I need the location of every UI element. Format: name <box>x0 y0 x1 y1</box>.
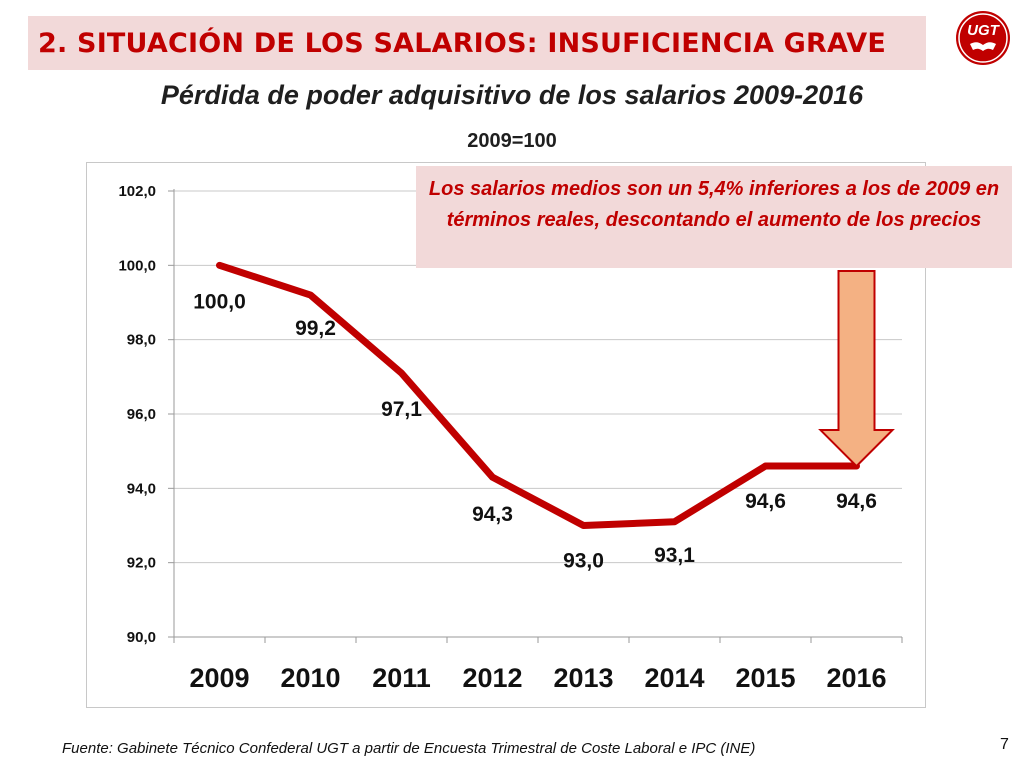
base-year-label: 2009=100 <box>467 130 557 152</box>
data-label: 93,1 <box>654 544 695 567</box>
y-tick-label: 92,0 <box>127 555 156 572</box>
x-tick-label: 2014 <box>644 663 704 693</box>
down-arrow <box>818 270 895 468</box>
x-tick-label: 2012 <box>462 663 522 693</box>
data-label: 94,3 <box>472 503 513 526</box>
line-chart: 90,0 92,0 94,0 96,0 98,0 100,0 102,0 2009 2010 20… <box>118 183 903 693</box>
data-label: 93,0 <box>563 550 604 573</box>
y-tick-label: 96,0 <box>127 406 156 423</box>
y-tick-label: 102,0 <box>118 183 156 200</box>
y-tick-label: 94,0 <box>127 480 156 497</box>
callout-box: Los salarios medios son un 5,4% inferior… <box>416 166 1012 268</box>
data-label: 100,0 <box>193 290 246 313</box>
y-tick-label: 100,0 <box>118 257 156 274</box>
svg-text:UGT: UGT <box>967 22 1001 39</box>
header-bar: 2. SITUACIÓN DE LOS SALARIOS: INSUFICIEN… <box>28 16 926 70</box>
data-label: 94,6 <box>836 490 877 513</box>
data-label: 94,6 <box>745 490 786 513</box>
x-tick-label: 2015 <box>735 663 795 693</box>
x-tick-label: 2009 <box>189 663 249 693</box>
x-tick-label: 2011 <box>372 663 431 693</box>
series-line <box>216 261 860 529</box>
y-tick-label: 98,0 <box>127 332 156 349</box>
x-tick-label: 2010 <box>280 663 340 693</box>
chart-subtitle: Pérdida de poder adquisitivo de los sala… <box>160 80 864 110</box>
page-number: 7 <box>1000 736 1009 753</box>
source-note: Fuente: Gabinete Técnico Confederal UGT … <box>62 740 756 757</box>
data-label: 97,1 <box>381 398 422 421</box>
y-tick-label: 90,0 <box>127 629 156 646</box>
x-tick-label: 2013 <box>553 663 613 693</box>
data-label: 99,2 <box>295 317 336 340</box>
x-tick-label: 2016 <box>826 663 886 693</box>
ugt-logo: UGT <box>956 11 1010 65</box>
slide-title: 2. SITUACIÓN DE LOS SALARIOS: INSUFICIEN… <box>38 27 887 59</box>
